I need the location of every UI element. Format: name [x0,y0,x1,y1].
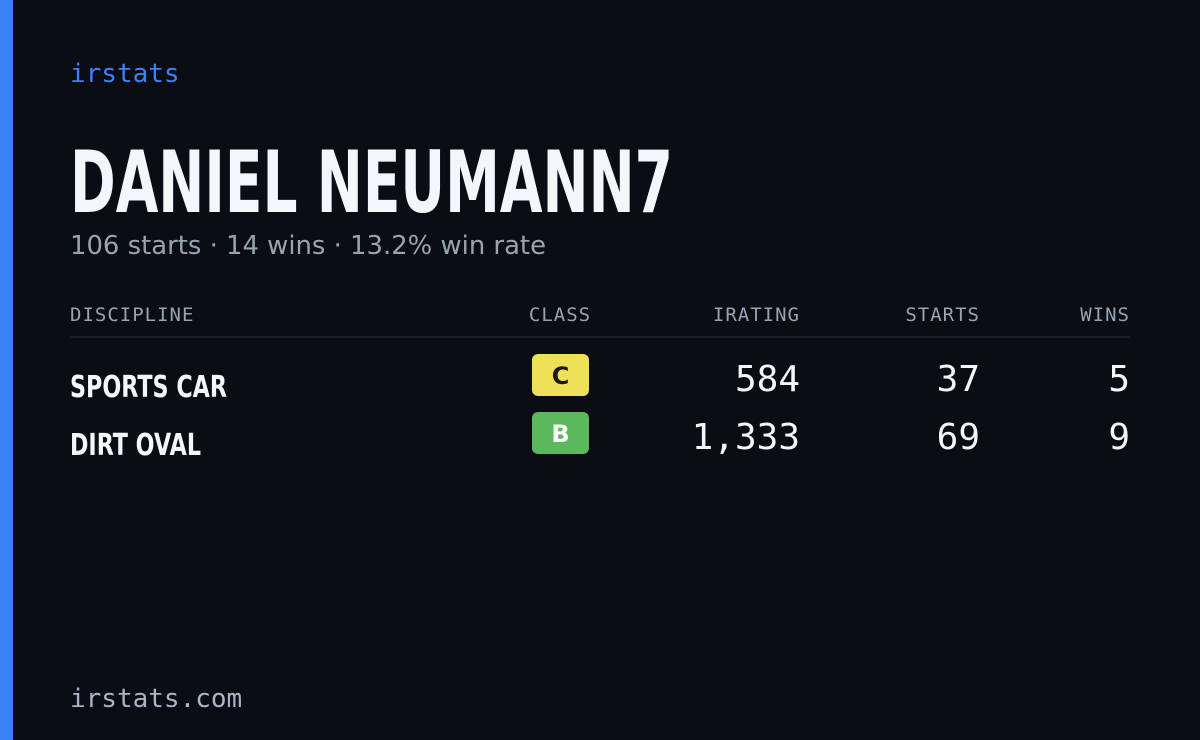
irating: 584 [735,359,800,400]
accent-stripe [0,0,13,740]
header-irating: IRATING [713,304,800,326]
header-class: CLASS [529,304,591,326]
discipline: DIRT OVAL [70,428,201,463]
wins: 9 [1108,417,1130,458]
class-badge [532,412,589,454]
irating: 1,333 [692,417,800,458]
wins: 5 [1108,359,1130,400]
class-badge [532,354,589,396]
player-name: DANIEL NEUMANN7 [70,133,673,233]
brand: irstats [70,59,180,89]
header-discipline: DISCIPLINE [70,304,194,326]
starts: 69 [937,417,980,458]
footer-url: irstats.com [70,684,242,714]
starts: 37 [937,359,980,400]
subtitle: 106 starts · 14 wins · 13.2% win rate [70,231,546,261]
header-starts: STARTS [905,304,980,326]
class-badge-letter: C [552,362,570,390]
header-wins: WINS [1080,304,1130,326]
discipline: SPORTS CAR [70,370,227,405]
class-badge-letter: B [551,420,569,448]
stats-table: DISCIPLINE CLASS IRATING STARTS WINS SPORTS C… [70,304,1130,463]
